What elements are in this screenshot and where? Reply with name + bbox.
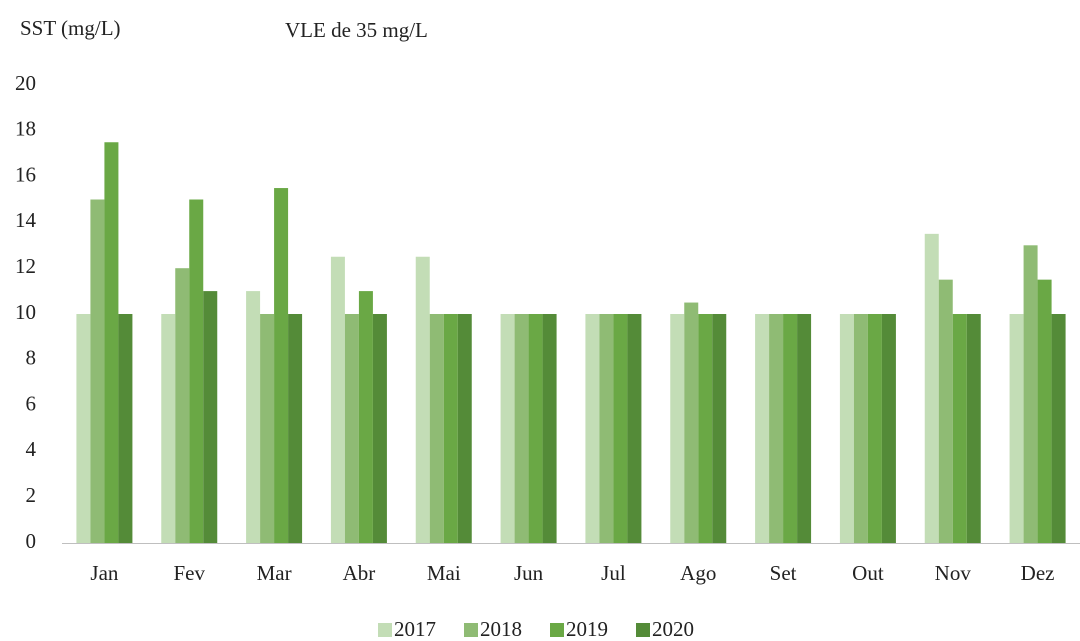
legend-label: 2017 (394, 617, 436, 641)
y-tick-label: 18 (15, 117, 36, 141)
y-tick-label: 8 (26, 346, 37, 370)
legend-swatch (464, 623, 478, 637)
bar (684, 302, 699, 543)
bar (500, 314, 515, 543)
y-tick-label: 4 (26, 437, 37, 461)
x-tick-label: Nov (935, 561, 972, 585)
bar (528, 314, 543, 543)
bar (853, 314, 868, 543)
bar (161, 314, 176, 543)
x-tick-label: Mar (257, 561, 292, 585)
bar (881, 314, 896, 543)
bar (90, 199, 105, 543)
y-tick-label: 0 (26, 529, 37, 553)
bar (372, 314, 387, 543)
bar (118, 314, 133, 543)
legend-swatch (636, 623, 650, 637)
bar (585, 314, 600, 543)
y-tick-label: 20 (15, 71, 36, 95)
bar (260, 314, 275, 543)
bar (924, 233, 939, 543)
y-tick-label: 12 (15, 254, 36, 278)
x-tick-label: Set (770, 561, 797, 585)
bar (769, 314, 784, 543)
legend-label: 2019 (566, 617, 608, 641)
bar (627, 314, 642, 543)
y-tick-label: 16 (15, 162, 36, 186)
y-tick-label: 10 (15, 300, 36, 324)
bar (330, 256, 345, 543)
x-tick-label: Fev (174, 561, 206, 585)
bar (542, 314, 557, 543)
bar (839, 314, 854, 543)
y-tick-label: 14 (15, 208, 37, 232)
bar (966, 314, 981, 543)
bar (1023, 245, 1038, 544)
bar (274, 188, 289, 544)
bar (783, 314, 798, 543)
bar (104, 142, 119, 543)
bar (457, 314, 472, 543)
bar (712, 314, 727, 543)
bar (514, 314, 529, 543)
bar (599, 314, 614, 543)
x-tick-label: Ago (680, 561, 716, 585)
x-tick-label: Jul (601, 561, 626, 585)
bar (76, 314, 91, 543)
legend-label: 2018 (480, 617, 522, 641)
bar (429, 314, 444, 543)
x-tick-label: Abr (343, 561, 376, 585)
x-tick-label: Dez (1021, 561, 1055, 585)
bar (797, 314, 812, 543)
bar (344, 314, 359, 543)
bar (755, 314, 770, 543)
bar (1051, 314, 1066, 543)
x-tick-label: Mai (427, 561, 461, 585)
y-axis-label: SST (mg/L) (20, 16, 121, 40)
y-tick-label: 6 (26, 391, 37, 415)
legend-label: 2020 (652, 617, 694, 641)
bar (175, 268, 190, 543)
bar (938, 279, 953, 543)
bar (952, 314, 967, 543)
bar (288, 314, 303, 543)
bar (1009, 314, 1024, 543)
x-tick-label: Jan (90, 561, 118, 585)
legend-swatch (378, 623, 392, 637)
bar (443, 314, 458, 543)
bar (246, 291, 261, 543)
bar (203, 291, 218, 543)
y-tick-label: 2 (26, 483, 37, 507)
legend-swatch (550, 623, 564, 637)
bar (415, 256, 430, 543)
x-tick-label: Out (852, 561, 884, 585)
bar (1037, 279, 1052, 543)
bar (613, 314, 628, 543)
bar (358, 291, 373, 543)
x-tick-label: Jun (514, 561, 544, 585)
bar (867, 314, 882, 543)
annotation: VLE de 35 mg/L (285, 18, 428, 42)
bar (698, 314, 713, 543)
bar (189, 199, 204, 543)
bar (670, 314, 685, 543)
